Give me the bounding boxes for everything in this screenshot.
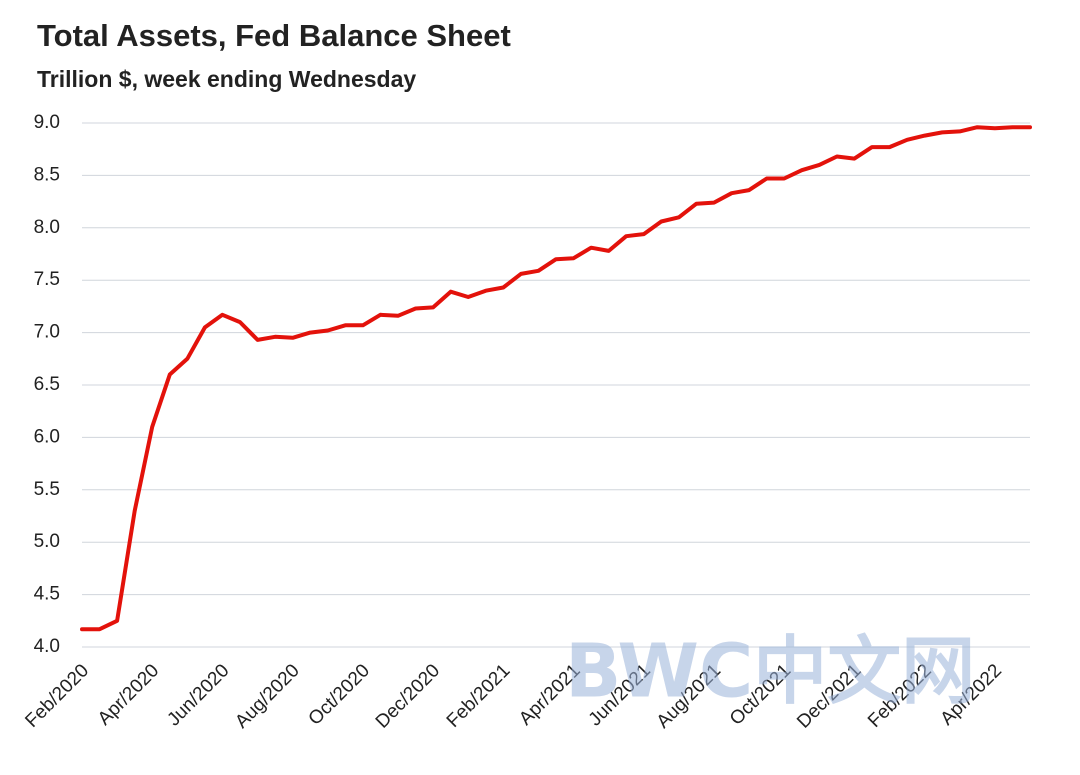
- y-tick-label: 4.5: [34, 584, 60, 605]
- x-tick-label: Feb/2021: [443, 660, 515, 732]
- y-tick-label: 4.0: [34, 636, 60, 657]
- y-tick-label: 8.0: [34, 217, 60, 238]
- y-tick-label: 6.5: [34, 374, 60, 395]
- x-tick-label: Oct/2020: [305, 660, 374, 729]
- y-tick-label: 7.0: [34, 322, 60, 343]
- x-tick-label: Aug/2020: [231, 660, 303, 732]
- x-tick-label: Feb/2020: [21, 660, 93, 732]
- x-tick-label: Jun/2020: [163, 660, 233, 730]
- chart-title: Total Assets, Fed Balance Sheet: [37, 18, 511, 53]
- x-tick-label: Apr/2020: [94, 660, 163, 729]
- x-tick-label: Dec/2020: [372, 660, 444, 732]
- y-tick-label: 7.5: [34, 269, 60, 290]
- y-tick-label: 6.0: [34, 426, 60, 447]
- watermark: BWC中文网: [565, 629, 975, 715]
- data-line: [80, 125, 1032, 632]
- chart-subtitle: Trillion $, week ending Wednesday: [37, 66, 416, 92]
- y-tick-label: 5.5: [34, 479, 60, 500]
- y-tick-label: 5.0: [34, 531, 60, 552]
- y-tick-label: 9.0: [34, 112, 60, 133]
- y-tick-label: 8.5: [34, 164, 60, 185]
